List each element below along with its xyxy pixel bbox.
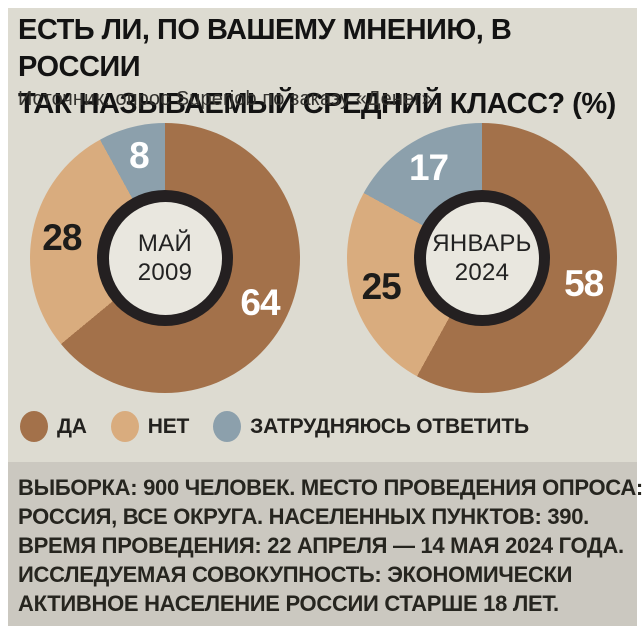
slice-value-label: 58: [564, 263, 604, 305]
legend-label-yes: ДА: [57, 414, 87, 438]
legend-swatch-undecided-icon: [213, 411, 242, 442]
legend-item-no: НЕТ: [110, 411, 190, 442]
page-title: ЕСТЬ ЛИ, ПО ВАШЕМУ МНЕНИЮ, В РОССИИ ТАК …: [18, 12, 630, 123]
legend: ДА НЕТ ЗАТРУДНЯЮСЬ ОТВЕТИТЬ: [20, 411, 553, 442]
legend-label-no: НЕТ: [147, 414, 190, 438]
legend-item-yes: ДА: [20, 411, 87, 442]
methodology-line: РОССИЯ, ВСЕ ОКРУГА. НАСЕЛЕННЫХ ПУНКТОВ: …: [18, 504, 589, 529]
methodology-line: АКТИВНОЕ НАСЕЛЕНИЕ РОССИИ СТАРШЕ 18 ЛЕТ.: [18, 591, 559, 616]
methodology-line: ВЫБОРКА: 900 ЧЕЛОВЕК. МЕСТО ПРОВЕДЕНИЯ О…: [18, 475, 643, 500]
slice-value-label: 17: [408, 146, 449, 188]
donut-ring: ЯНВАРЬ 2024: [414, 190, 550, 326]
legend-item-undecided: ЗАТРУДНЯЮСЬ ОТВЕТИТЬ: [213, 411, 529, 442]
slice-value-label: 28: [42, 217, 82, 259]
legend-label-undecided: ЗАТРУДНЯЮСЬ ОТВЕТИТЬ: [250, 414, 529, 438]
chart-center-label-line: МАЙ 2009: [137, 230, 193, 286]
page-title-line-1: ЕСТЬ ЛИ, ПО ВАШЕМУ МНЕНИЮ, В РОССИИ: [18, 14, 512, 83]
donut-chart-january-2024: ЯНВАРЬ 2024 58 25 17: [347, 123, 617, 393]
slice-value-label: 25: [361, 266, 402, 308]
chart-center-label: ЯНВАРЬ 2024: [432, 229, 531, 287]
slice-value-label: 8: [129, 135, 150, 177]
methodology-line: ИССЛЕДУЕМАЯ СОВОКУПНОСТЬ: ЭКОНОМИЧЕСКИ: [18, 562, 573, 587]
page-title-line-2: ТАК НАЗЫВАЕМЫЙ СРЕДНИЙ КЛАСС? (%): [18, 88, 616, 120]
chart-center-label-line: ЯНВАРЬ: [432, 230, 532, 257]
chart-center-label-line: 2024: [454, 259, 510, 286]
chart-center-label: МАЙ 2009: [109, 229, 222, 287]
infographic-content: ЕСТЬ ЛИ, ПО ВАШЕМУ МНЕНИЮ, В РОССИИ ТАК …: [8, 8, 643, 626]
methodology-note: ВЫБОРКА: 900 ЧЕЛОВЕК. МЕСТО ПРОВЕДЕНИЯ О…: [8, 462, 643, 626]
legend-swatch-yes-icon: [20, 411, 48, 442]
source-line: Источник: опрос Superjob по заказу «Дене…: [18, 88, 439, 110]
donut-ring: МАЙ 2009: [97, 190, 233, 326]
slice-value-label: 64: [240, 281, 280, 323]
legend-swatch-no-icon: [110, 411, 139, 442]
donut-hole: ЯНВАРЬ 2024: [425, 201, 539, 315]
donut-chart-may-2009: МАЙ 2009 64 28 8: [30, 123, 300, 393]
donut-hole: МАЙ 2009: [108, 201, 222, 315]
methodology-line: ВРЕМЯ ПРОВЕДЕНИЯ: 22 АПРЕЛЯ — 14 МАЯ 202…: [18, 533, 624, 558]
